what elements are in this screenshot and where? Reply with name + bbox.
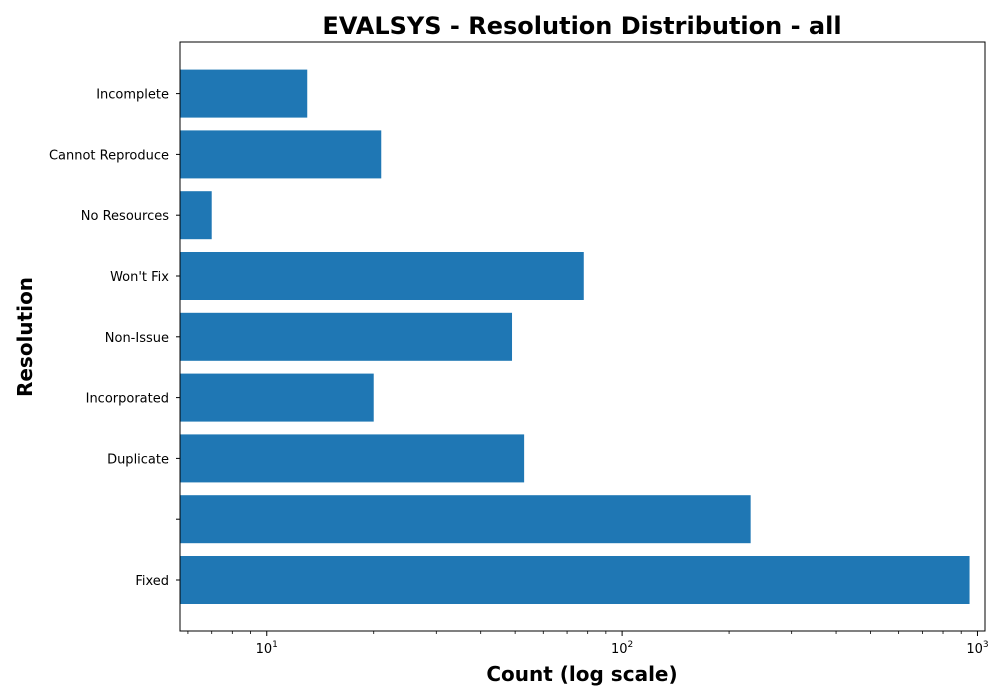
x-axis-ticks: 101 102 103 bbox=[187, 631, 989, 657]
bar-cannot-reproduce-7 bbox=[180, 130, 382, 179]
y-tick-label: Won't Fix bbox=[110, 270, 169, 285]
x-tick-label: 102 bbox=[611, 640, 633, 657]
y-tick-label: No Resources bbox=[81, 209, 169, 224]
x-axis-label: Count (log scale) bbox=[486, 662, 677, 686]
y-tick-label: Non-Issue bbox=[105, 331, 169, 346]
bars-group bbox=[180, 69, 970, 604]
x-tick-label: 101 bbox=[256, 640, 278, 657]
bar-duplicate-2 bbox=[180, 434, 525, 483]
bar-incomplete-8 bbox=[180, 69, 308, 118]
bar-fixed-0 bbox=[180, 556, 970, 604]
y-axis-ticks: Fixed Duplicate Incorporated Non-Issue Won't… bbox=[49, 88, 180, 589]
y-tick-label: Cannot Reproduce bbox=[49, 148, 169, 163]
bar-non-issue-4 bbox=[180, 312, 513, 361]
bar-no-resources-6 bbox=[180, 191, 212, 240]
plot-frame bbox=[179, 41, 986, 632]
y-tick-label: Duplicate bbox=[107, 452, 169, 467]
bar-incorporated-3 bbox=[180, 373, 374, 422]
y-tick-label: Incomplete bbox=[96, 88, 169, 103]
bar-won-t-fix-5 bbox=[180, 252, 584, 300]
y-tick-label: Incorporated bbox=[86, 392, 169, 407]
y-tick-label: Fixed bbox=[135, 574, 169, 589]
bar-blank-1 bbox=[180, 495, 751, 544]
y-axis-label: Resolution bbox=[13, 277, 37, 397]
x-tick-label: 103 bbox=[966, 640, 988, 657]
chart-title: EVALSYS - Resolution Distribution - all bbox=[322, 12, 841, 40]
